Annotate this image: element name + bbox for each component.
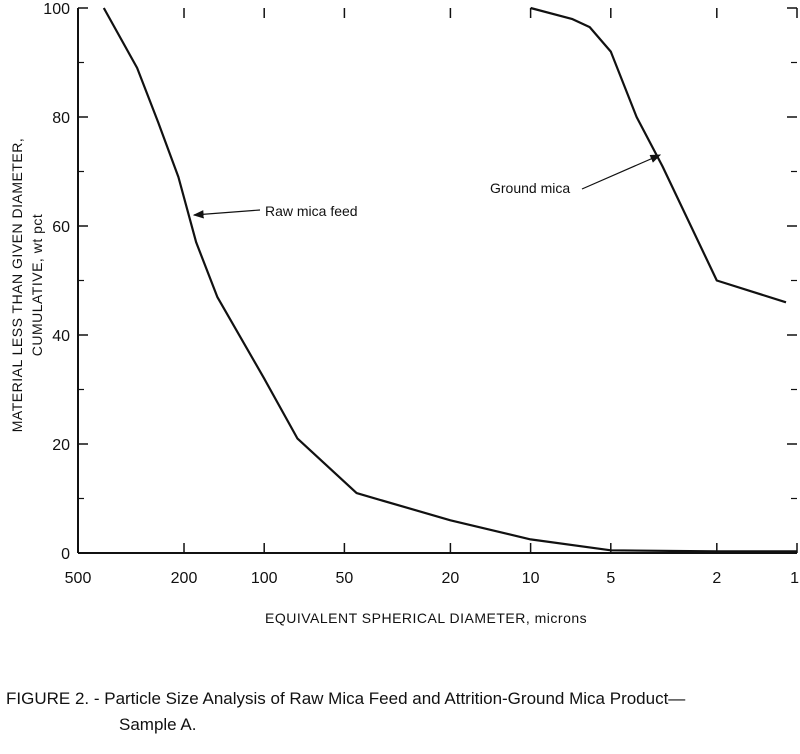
x-tick-label: 500	[65, 570, 92, 587]
caption-line-2: Sample A.	[119, 715, 197, 734]
annotation-arrow-ground-mica	[581, 154, 662, 190]
series-group	[102, 6, 797, 553]
annotation-arrow-raw-mica-feed	[192, 209, 261, 219]
x-tick-label: 20	[442, 570, 460, 587]
x-tick-label: 50	[335, 570, 353, 587]
axes	[77, 8, 797, 554]
figure-caption: FIGURE 2. - Particle Size Analysis of Ra…	[6, 686, 786, 738]
y-tick-label: 80	[52, 110, 70, 127]
annotation-ground-mica: Ground mica	[490, 180, 570, 196]
y-tick-label: 40	[52, 328, 70, 345]
caption-line-1: FIGURE 2. - Particle Size Analysis of Ra…	[6, 689, 686, 708]
x-tick-label: 100	[251, 570, 278, 587]
x-tick-label: 10	[522, 570, 540, 587]
x-tick-label: 200	[171, 570, 198, 587]
x-tick-label: 2	[712, 570, 721, 587]
y-axis-title-line2: CUMULATIVE, wt pct	[29, 214, 45, 357]
x-tick-label: 5	[606, 570, 615, 587]
series-line-ground-mica	[530, 6, 787, 304]
annotation-raw-mica-feed: Raw mica feed	[265, 203, 358, 219]
y-axis-title-line1: MATERIAL LESS THAN GIVEN DIAMETER,	[9, 138, 25, 432]
x-axis-title: EQUIVALENT SPHERICAL DIAMETER, microns	[265, 610, 587, 626]
x-ticks: 500 200 100 50 20 10 5 2 1	[65, 8, 799, 587]
series-line-raw-mica-feed	[102, 7, 797, 553]
y-tick-label: 100	[43, 1, 70, 18]
y-tick-label: 0	[61, 546, 70, 563]
chart: 0 20 40 60 80 100 500 200 100 50 20 10 5 2 1 Raw mica…	[9, 1, 799, 626]
y-tick-label: 60	[52, 219, 70, 236]
x-tick-label: 1	[790, 570, 799, 587]
y-ticks: 0 20 40 60 80 100	[43, 1, 797, 563]
y-tick-label: 20	[52, 437, 70, 454]
